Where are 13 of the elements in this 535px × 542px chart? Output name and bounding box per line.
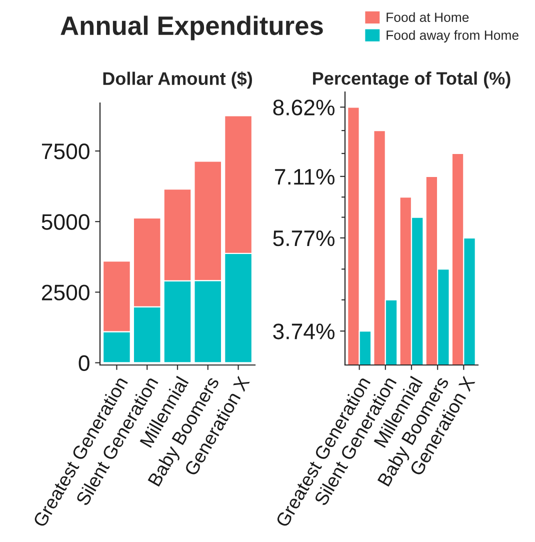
- chart-title: Percentage of Total (%): [313, 72, 510, 88]
- y-tick-label: 5.77%: [273, 230, 334, 246]
- y-tick-label: 5000: [42, 214, 90, 230]
- y-tick-label: 8.62%: [273, 100, 334, 116]
- y-tick-label: 0: [78, 355, 90, 372]
- y-tick-label: 2500: [42, 284, 90, 300]
- chart-title: Dollar Amount ($): [103, 71, 252, 89]
- text: Annual Expenditures: [60, 16, 323, 40]
- y-tick-label: 7500: [42, 144, 90, 160]
- legend-label: Food at Home: [386, 12, 469, 22]
- legend-label: Food away from Home: [386, 30, 518, 42]
- y-tick-label: 7.11%: [275, 169, 334, 185]
- y-tick-label: 3.74%: [273, 324, 334, 340]
